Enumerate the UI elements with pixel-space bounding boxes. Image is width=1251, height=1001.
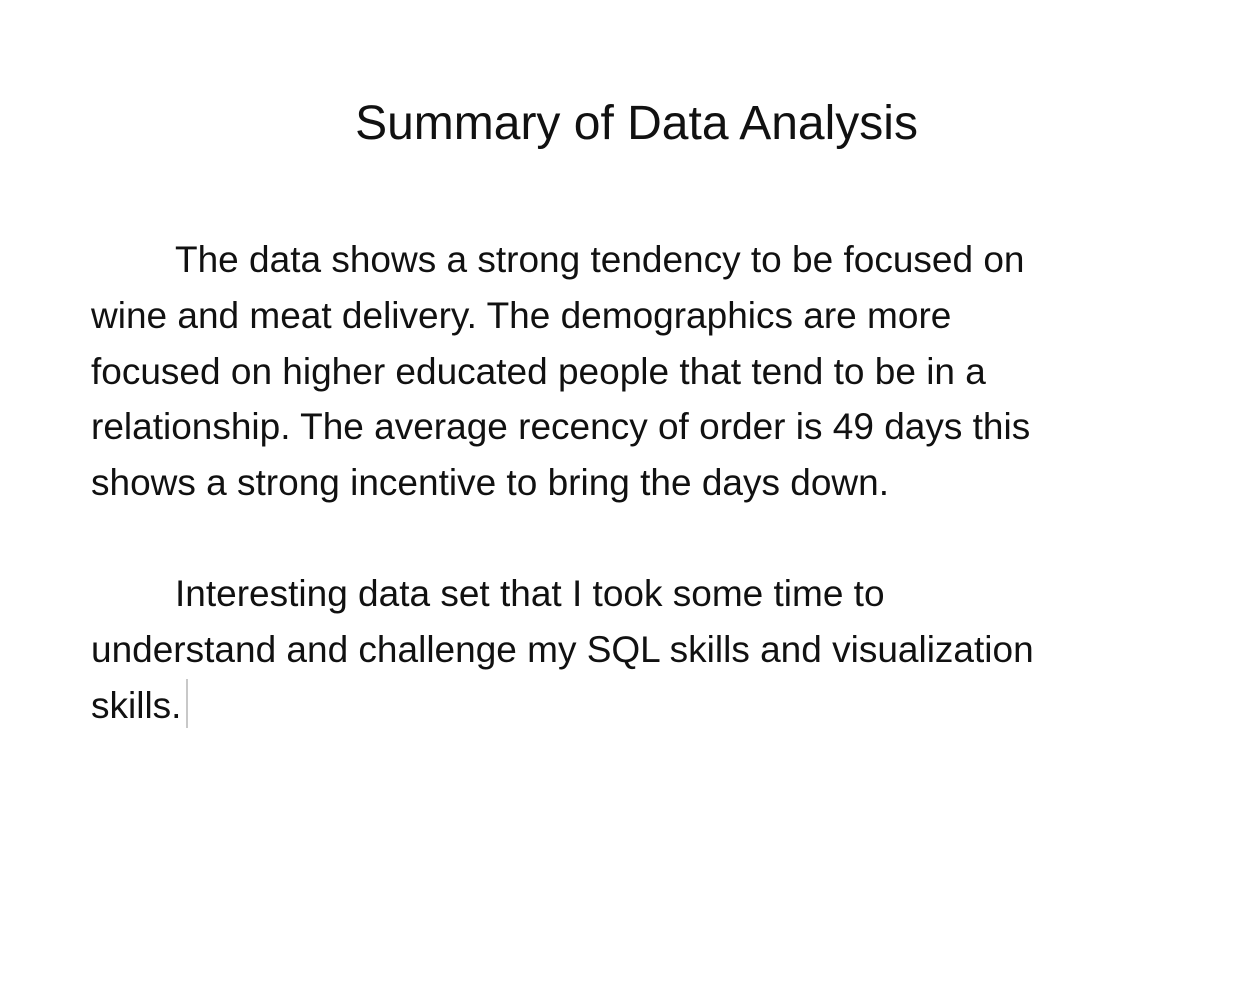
paragraph-line: focused on higher educated people that t… [91, 350, 986, 392]
paragraph-line: shows a strong incentive to bring the da… [91, 462, 890, 504]
paragraph-line-text: skills. [91, 684, 182, 726]
paragraph-line: wine and meat delivery. The demographics… [91, 294, 952, 336]
paragraph-line: The data shows a strong tendency to be f… [175, 239, 1025, 280]
paragraph-reflection: Interesting data set that I took some ti… [91, 566, 1191, 733]
text-cursor [186, 678, 189, 728]
paragraph-line: Interesting data set that I took some ti… [175, 573, 885, 614]
paragraph-line: relationship. The average recency of ord… [91, 406, 1031, 448]
paragraph-summary: The data shows a strong tendency to be f… [91, 232, 1191, 511]
paragraph-line-last: skills. [91, 678, 1191, 734]
paragraph-line: understand and challenge my SQL skills a… [91, 628, 1034, 670]
document-title: Summary of Data Analysis [355, 97, 918, 150]
